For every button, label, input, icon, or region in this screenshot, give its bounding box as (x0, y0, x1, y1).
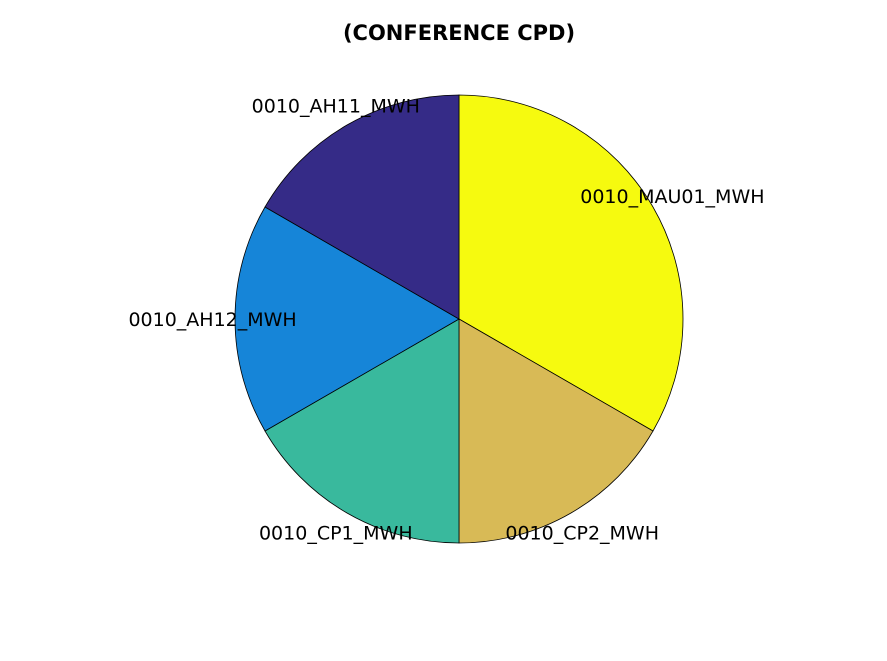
pie-slice-label-4: 0010_AH11_MWH (252, 96, 420, 118)
pie-slice-0 (458, 94, 684, 432)
pie-slice-4 (264, 94, 460, 320)
pie-slice-1 (458, 318, 654, 544)
pie-slice-label-3: 0010_AH12_MWH (128, 309, 296, 331)
pie-labels: 0010_MAU01_MWH 0010_CP2_MWH 0010_CP1_MWH 00… (128, 96, 764, 545)
pie-slices (234, 94, 684, 544)
pie-slice-2 (264, 318, 460, 544)
chart-title: (CONFERENCE CPD) (343, 21, 575, 45)
pie-slice-label-2: 0010_CP1_MWH (259, 522, 413, 544)
pie-slice-3 (234, 206, 460, 432)
pie-slice-label-1: 0010_CP2_MWH (505, 522, 659, 544)
pie-slice-label-0: 0010_MAU01_MWH (580, 186, 764, 208)
